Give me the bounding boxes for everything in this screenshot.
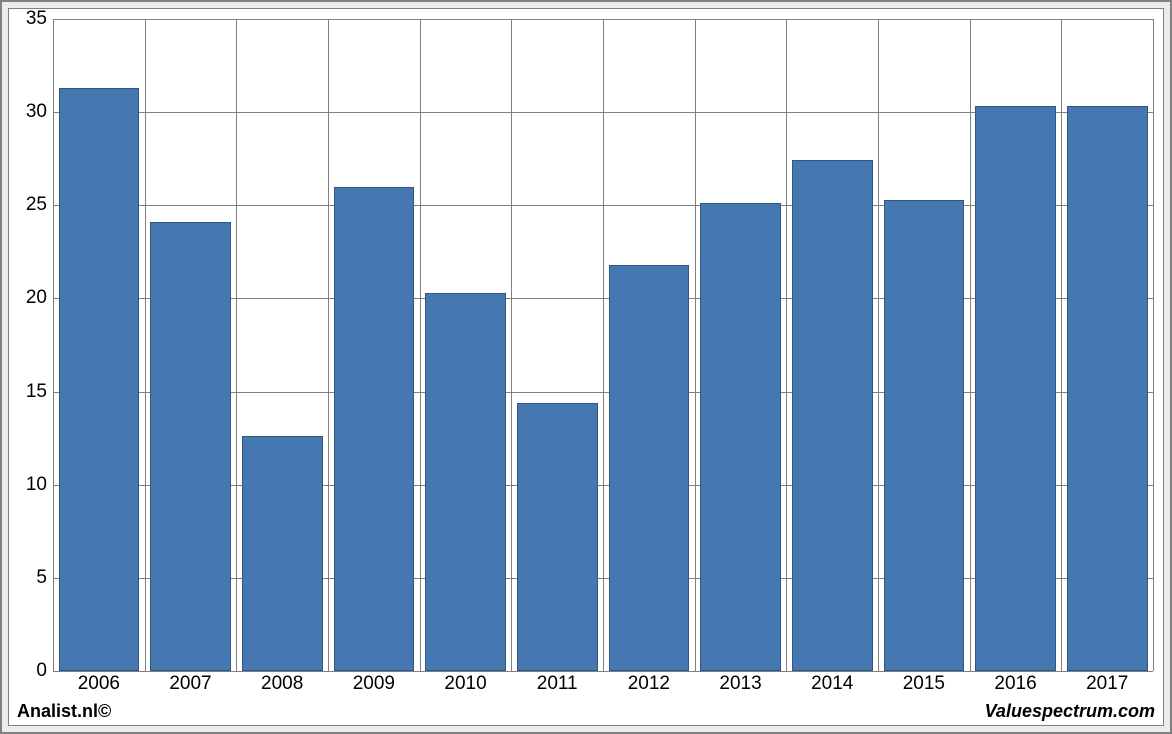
chart-inner-frame: 2006200720082009201020112012201320142015… xyxy=(8,8,1164,726)
bar xyxy=(609,265,690,671)
bar-slot xyxy=(236,19,328,671)
y-tick-label: 5 xyxy=(13,567,47,589)
x-tick-label: 2010 xyxy=(420,673,512,695)
y-tick-label: 10 xyxy=(13,474,47,496)
bar-series xyxy=(53,19,1153,671)
bar-slot xyxy=(603,19,695,671)
x-tick-label: 2006 xyxy=(53,673,145,695)
grid-v-line xyxy=(1153,19,1154,671)
x-tick-label: 2008 xyxy=(236,673,328,695)
bar xyxy=(517,403,598,671)
bar-slot xyxy=(970,19,1062,671)
grid-h-line xyxy=(53,671,1153,672)
x-tick-label: 2017 xyxy=(1061,673,1153,695)
bar-slot xyxy=(53,19,145,671)
x-tick-label: 2009 xyxy=(328,673,420,695)
bar-slot xyxy=(328,19,420,671)
x-tick-label: 2011 xyxy=(511,673,603,695)
bar xyxy=(1067,106,1148,671)
y-tick-label: 20 xyxy=(13,287,47,309)
y-tick-label: 15 xyxy=(13,381,47,403)
y-tick-label: 35 xyxy=(13,8,47,30)
bar-slot xyxy=(878,19,970,671)
x-tick-label: 2013 xyxy=(695,673,787,695)
bar xyxy=(334,187,415,671)
chart-outer-frame: 2006200720082009201020112012201320142015… xyxy=(0,0,1172,734)
bar xyxy=(425,293,506,671)
bar-slot xyxy=(786,19,878,671)
footer-right-text: Valuespectrum.com xyxy=(985,701,1155,722)
x-axis-labels: 2006200720082009201020112012201320142015… xyxy=(53,673,1153,695)
x-tick-label: 2016 xyxy=(970,673,1062,695)
footer-left-text: Analist.nl© xyxy=(17,701,111,722)
x-tick-label: 2007 xyxy=(145,673,237,695)
y-tick-label: 30 xyxy=(13,101,47,123)
bar xyxy=(59,88,140,671)
x-tick-label: 2012 xyxy=(603,673,695,695)
bar xyxy=(700,203,781,671)
x-tick-label: 2014 xyxy=(786,673,878,695)
y-axis-label-wrap: 05101520253035 xyxy=(9,19,53,671)
bar-slot xyxy=(695,19,787,671)
bar xyxy=(884,200,965,671)
bar-slot xyxy=(1061,19,1153,671)
bar-slot xyxy=(511,19,603,671)
bar-slot xyxy=(420,19,512,671)
plot-area xyxy=(53,19,1153,671)
bar xyxy=(792,160,873,671)
y-tick-label: 0 xyxy=(13,660,47,682)
x-tick-label: 2015 xyxy=(878,673,970,695)
bar-slot xyxy=(145,19,237,671)
y-tick-label: 25 xyxy=(13,194,47,216)
bar xyxy=(150,222,231,671)
bar xyxy=(242,436,323,671)
bar xyxy=(975,106,1056,671)
